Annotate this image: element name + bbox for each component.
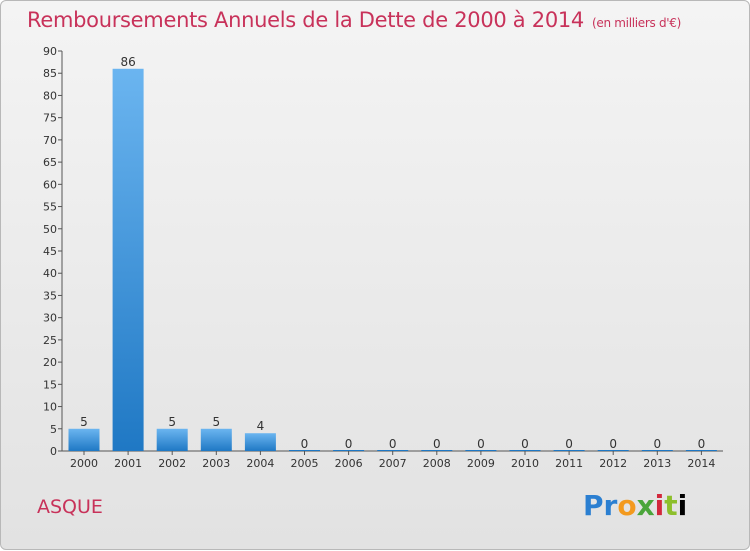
y-tick-label: 60 [43,178,57,191]
x-tick-label: 2014 [687,457,715,470]
bar-value-label: 86 [120,55,135,69]
bar-value-label: 0 [653,437,661,451]
x-tick-label: 2010 [511,457,539,470]
bar-value-label: 0 [345,437,353,451]
y-axis: 0 5 10 15 20 25 30 35 40 45 50 55 60 65 70 75 80 85 90 [43,45,63,458]
x-tick-label: 2006 [335,457,363,470]
x-tick-label: 2012 [599,457,627,470]
chart-title: Remboursements Annuels de la Dette de 20… [27,8,681,32]
y-tick-label: 15 [43,378,57,391]
x-tick-label: 2002 [158,457,186,470]
y-tick-label: 75 [43,112,57,125]
x-tick-label: 2004 [246,457,274,470]
y-tick-label: 70 [43,134,57,147]
x-tick-label: 2005 [291,457,319,470]
commune-name: ASQUE [37,496,103,518]
y-tick-label: 90 [43,45,57,58]
bar-value-label: 0 [609,437,617,451]
x-tick-label: 2003 [202,457,230,470]
bar [112,68,144,452]
y-tick-label: 10 [43,401,57,414]
y-tick-label: 5 [50,423,57,436]
y-tick-label: 80 [43,89,57,102]
bar-value-label: 5 [212,415,220,429]
bar-value-label: 0 [389,437,397,451]
x-tick-label: 2009 [467,457,495,470]
y-tick-label: 40 [43,267,57,280]
bar-value-label: 5 [168,415,176,429]
y-tick-label: 20 [43,356,57,369]
bar [156,428,188,451]
bar-value-label: 0 [477,437,485,451]
y-tick-label: 55 [43,201,57,214]
x-tick-label: 2008 [423,457,451,470]
bar-series: 5 86 5 5 4 0 0 0 0 0 0 0 0 0 0 [68,55,717,452]
x-tick-label: 2001 [114,457,142,470]
chart-subtitle: (en milliers d'€) [592,16,682,30]
x-tick-label: 2013 [643,457,671,470]
bar-value-label: 0 [565,437,573,451]
bar-value-label: 5 [80,415,88,429]
y-tick-label: 35 [43,289,57,302]
bar-value-label: 0 [521,437,529,451]
proxiti-logo: Proxiti [583,489,688,522]
bar-value-label: 0 [433,437,441,451]
bar [200,428,232,451]
y-tick-label: 0 [50,445,57,458]
y-tick-label: 25 [43,334,57,347]
y-tick-label: 45 [43,245,57,258]
bar-value-label: 0 [698,437,706,451]
x-tick-label: 2007 [379,457,407,470]
y-tick-label: 65 [43,156,57,169]
bar-value-label: 0 [301,437,309,451]
x-tick-label: 2000 [70,457,98,470]
x-axis: 2000 2001 2002 2003 2004 2005 2006 2007 2008 2009… [62,450,723,470]
y-tick-label: 50 [43,223,57,236]
bar [68,428,100,451]
chart-title-text: Remboursements Annuels de la Dette de 20… [27,8,584,32]
bar-value-label: 4 [257,419,265,433]
y-tick-label: 30 [43,312,57,325]
x-tick-label: 2011 [555,457,583,470]
bar [244,433,276,451]
y-tick-label: 85 [43,67,57,80]
